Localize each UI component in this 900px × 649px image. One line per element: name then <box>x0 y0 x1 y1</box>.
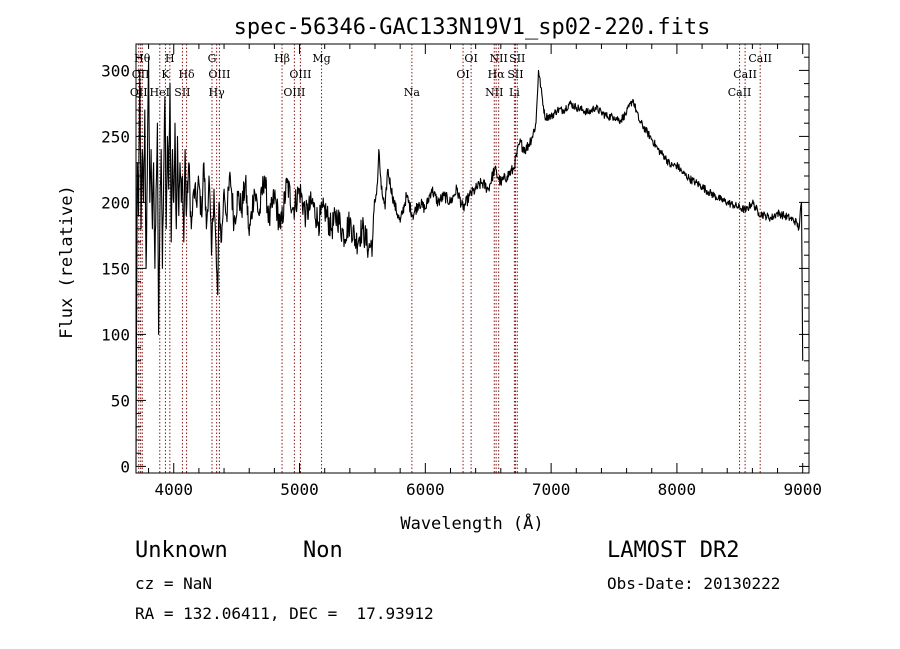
spectral-line-label: OI <box>456 68 469 81</box>
spectral-line-label: SII <box>174 86 190 99</box>
y-tick-label: 0 <box>120 457 130 476</box>
spectral-line-markers <box>138 44 761 473</box>
plot-frame <box>135 43 810 474</box>
y-tick-label: 300 <box>101 61 130 80</box>
coordinates: RA = 132.06411, DEC = 17.93912 <box>135 604 434 623</box>
object-class: Unknown <box>135 538 228 563</box>
y-tick-label: 250 <box>101 127 130 146</box>
spectrum-line <box>135 56 804 467</box>
spectral-line-label: NII <box>490 52 508 65</box>
y-tick-label: 200 <box>101 193 130 212</box>
y-tick-label: 50 <box>111 391 130 410</box>
redshift-cz: cz = NaN <box>135 574 213 593</box>
x-axis-label: Wavelength (Å) <box>400 512 543 534</box>
spectral-line-label: Hβ <box>274 52 290 65</box>
spectral-line-label: K <box>161 68 170 81</box>
y-tick-label: 150 <box>101 259 130 278</box>
spectral-line-label: CaII <box>728 86 752 99</box>
spectral-line-label: SII <box>507 68 523 81</box>
spectral-line-label: G <box>208 52 217 65</box>
spectral-line-label: Hα <box>488 68 506 81</box>
spectral-line-label: NII <box>485 86 503 99</box>
spectral-line-label: Na <box>404 86 421 99</box>
x-tick-label: 5000 <box>280 480 319 499</box>
spectral-line-label: OIII <box>289 68 311 81</box>
spectral-line-label: Hδ <box>178 68 195 81</box>
spectral-line-label: CaII <box>748 52 772 65</box>
spectral-line-label: OIII <box>283 86 305 99</box>
x-tick-label: 9000 <box>783 480 822 499</box>
x-tick-label: 8000 <box>658 480 697 499</box>
chart-title: spec-56346-GAC133N19V1_sp02-220.fits <box>234 15 711 40</box>
spectral-line-label: H <box>165 52 175 65</box>
spectral-line-label: Hθ <box>134 52 151 65</box>
spectral-line-label: OIII <box>208 68 230 81</box>
y-axis-label: Flux (relative) <box>57 185 77 339</box>
object-subclass: Non <box>303 538 343 563</box>
observation-date: Obs-Date: 20130222 <box>607 574 781 593</box>
x-axis-ticks: 4000 5000 6000 7000 8000 9000 <box>148 44 822 499</box>
spectral-line-label: Li <box>509 86 520 99</box>
spectral-line-label: CaII <box>733 68 757 81</box>
spectral-line-label: OI <box>464 52 477 65</box>
spectral-line-label: Mg <box>312 52 330 65</box>
survey-name: LAMOST DR2 <box>607 538 740 563</box>
spectral-line-label: HeI <box>150 86 170 99</box>
spectral-line-label: OII <box>130 86 148 99</box>
x-tick-label: 6000 <box>406 480 445 499</box>
x-tick-label: 7000 <box>532 480 571 499</box>
x-tick-label: 4000 <box>154 480 193 499</box>
y-tick-label: 100 <box>101 325 130 344</box>
y-axis-ticks: 0 50 100 150 200 250 300 <box>101 56 809 476</box>
spectral-line-label: Hγ <box>209 86 226 99</box>
spectral-line-label: SII <box>509 52 525 65</box>
spectral-line-labels: OIIOIIHθHeIKHSIIHδGHγOIIIHβOIIIOIIIMgNaO… <box>130 52 772 99</box>
